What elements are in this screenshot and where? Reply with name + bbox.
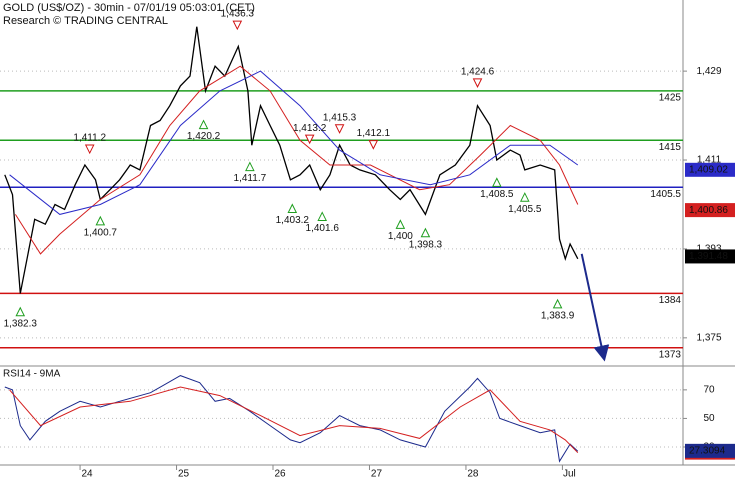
low-label: 1,382.3 (4, 318, 38, 329)
high-label: 1,411.2 (73, 133, 106, 144)
y-tick-label: 50 (703, 413, 715, 424)
y-tick-label: 1,375 (696, 332, 721, 343)
low-marker (198, 119, 209, 130)
panel-title: RSI14 - 9MA (3, 369, 61, 380)
last-value-label: 27.3094 (689, 445, 726, 456)
last-value-label: 1,409.02 (689, 164, 728, 175)
chart-subtitle: Research © TRADING CENTRAL (3, 15, 168, 27)
level-label: 1405.5 (650, 189, 681, 200)
x-tick-label: 27 (371, 469, 383, 480)
level-label: 1373 (659, 349, 682, 360)
x-tick-label: 24 (82, 469, 94, 480)
last-value-box (685, 162, 735, 177)
high-label: 1,424.6 (461, 66, 495, 77)
high-marker (84, 144, 95, 155)
low-marker (552, 298, 563, 309)
low-label: 1,400 (388, 231, 413, 242)
last-value-label: 1,391.48 (689, 251, 728, 262)
high-label: 1,436.3 (221, 9, 255, 20)
projection-arrow (580, 253, 610, 362)
x-tick-label: 26 (274, 469, 286, 480)
y-tick-label: 70 (703, 384, 715, 395)
low-marker (287, 203, 298, 214)
series-line (4, 26, 579, 294)
x-tick-label: Jul (563, 469, 576, 480)
low-label: 1,403.2 (276, 215, 310, 226)
low-label: 1,420.2 (187, 131, 221, 142)
low-marker (245, 161, 255, 172)
x-tick-label: 28 (467, 469, 479, 480)
low-label: 1,408.5 (480, 189, 514, 200)
low-label: 1,383.9 (541, 311, 575, 322)
low-label: 1,400.7 (84, 228, 118, 239)
high-label: 1,412.1 (357, 128, 391, 139)
level-label: 1415 (659, 142, 682, 153)
low-marker (317, 211, 328, 221)
high-marker (368, 140, 379, 150)
high-label: 1,415.3 (323, 112, 357, 123)
level-label: 1425 (659, 93, 682, 104)
high-marker (304, 134, 315, 145)
last-value-box (685, 249, 735, 264)
high-label: 1,413.2 (293, 123, 327, 134)
high-marker (334, 124, 345, 134)
low-marker (420, 227, 431, 238)
high-marker (472, 78, 483, 88)
chart-title: GOLD (US$/OZ) - 30min - 07/01/19 05:03:0… (3, 2, 255, 14)
series-line (4, 375, 579, 463)
low-marker (15, 306, 26, 317)
last-value-label: 1,400.86 (689, 205, 728, 216)
last-value-box (685, 443, 735, 458)
low-marker (519, 192, 530, 202)
low-marker (492, 177, 502, 187)
low-marker (95, 215, 106, 226)
y-tick-label: 1,429 (696, 66, 721, 77)
y-tick-label: 1,393 (696, 244, 721, 255)
x-tick-label: 25 (178, 469, 190, 480)
low-label: 1,405.5 (508, 204, 542, 215)
series-line (14, 65, 579, 255)
low-marker (395, 219, 406, 229)
y-tick-label: 1,411 (697, 155, 722, 166)
series-line (9, 386, 579, 454)
last-value-box (685, 203, 735, 218)
level-label: 1384 (659, 295, 682, 306)
low-label: 1,398.3 (409, 239, 443, 250)
low-label: 1,411.7 (234, 173, 267, 184)
high-marker (232, 20, 243, 31)
low-label: 1,401.6 (306, 223, 340, 234)
series-line (9, 70, 579, 215)
